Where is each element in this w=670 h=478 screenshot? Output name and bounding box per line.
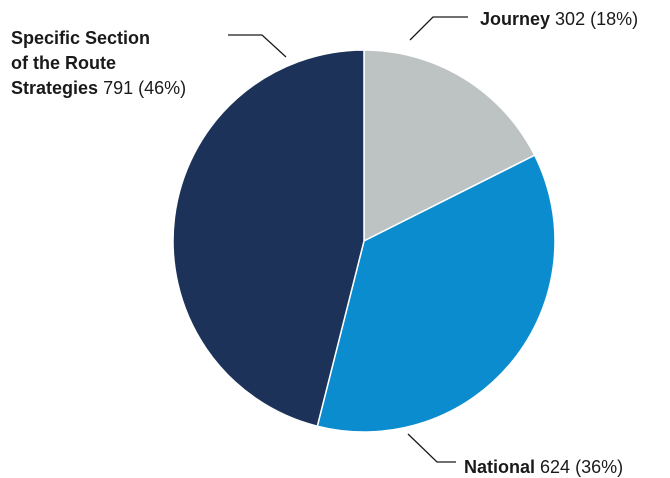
national-leader-line — [407, 433, 456, 463]
slice-label-specific-name-line3: Strategies — [11, 78, 99, 98]
specific-leader-line — [228, 34, 287, 58]
slice-label-specific-name-line2: of the Route — [11, 53, 116, 73]
slice-label-national-name: National — [464, 457, 536, 477]
slice-label-national: National 624 (36%) — [464, 456, 623, 478]
slice-label-journey-name: Journey — [480, 9, 551, 29]
slice-label-journey-value: 302 — [555, 9, 586, 29]
slice-label-specific-section: Specific Section of the Route Strategies… — [11, 26, 186, 101]
slice-label-national-value: 624 — [540, 457, 571, 477]
slice-label-journey-percent: (18%) — [590, 9, 639, 29]
journey-leader-line — [409, 16, 468, 41]
slice-label-specific-percent: (46%) — [138, 78, 187, 98]
pie-slice-journey — [363, 49, 536, 243]
pie-slice-national — [316, 154, 556, 433]
slice-label-national-percent: (36%) — [575, 457, 624, 477]
slice-label-journey: Journey 302 (18%) — [480, 8, 638, 30]
slice-label-specific-name-line1: Specific Section — [11, 28, 151, 48]
slice-label-specific-value: 791 — [103, 78, 134, 98]
pie-slice-specific-section-of-the-route-strategies — [172, 49, 365, 428]
